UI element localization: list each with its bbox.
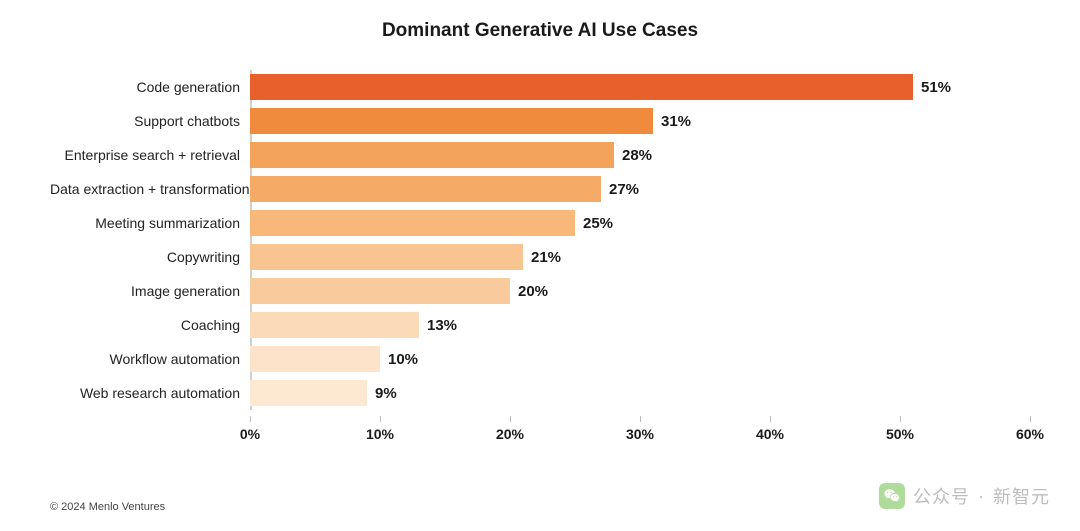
- bar-value-label: 9%: [375, 385, 397, 402]
- bar-plot-cell: 13%: [250, 308, 1030, 342]
- x-axis-tick: 60%: [1016, 416, 1044, 442]
- x-axis-spacer: [50, 416, 250, 446]
- y-axis-label: Copywriting: [50, 249, 250, 265]
- bar: 25%: [250, 210, 1030, 236]
- bar-rect: [250, 312, 419, 338]
- bar-plot-cell: 31%: [250, 104, 1030, 138]
- watermark-name: 新智元: [993, 483, 1050, 509]
- bar-row: Copywriting 21%: [50, 240, 1030, 274]
- x-axis-tick-label: 20%: [496, 426, 524, 442]
- y-axis-label: Enterprise search + retrieval: [50, 147, 250, 163]
- bar-value-label: 20%: [518, 283, 548, 300]
- bar-value-label: 51%: [921, 79, 951, 96]
- chart-area: Code generation 51% Support chatbots 31% Ent…: [50, 70, 1030, 446]
- x-axis-tick: 50%: [886, 416, 914, 442]
- bar-row: Coaching 13%: [50, 308, 1030, 342]
- x-axis-tick-mark: [640, 416, 641, 422]
- y-axis-label: Coaching: [50, 317, 250, 333]
- bar-plot-cell: 27%: [250, 172, 1030, 206]
- bar-rect: [250, 278, 510, 304]
- x-axis-tick-mark: [769, 416, 770, 422]
- bar-row: Workflow automation 10%: [50, 342, 1030, 376]
- x-axis-tick-mark: [1030, 416, 1031, 422]
- bar-value-label: 21%: [531, 249, 561, 266]
- y-axis-label: Meeting summarization: [50, 215, 250, 231]
- bar-plot-cell: 28%: [250, 138, 1030, 172]
- bar-value-label: 25%: [583, 215, 613, 232]
- x-axis-tick-label: 30%: [626, 426, 654, 442]
- bar-rect: [250, 108, 653, 134]
- x-axis-tick-label: 40%: [756, 426, 784, 442]
- x-axis-tick: 20%: [496, 416, 524, 442]
- bar-plot-cell: 9%: [250, 376, 1030, 410]
- bar-rect: [250, 244, 523, 270]
- x-axis-tick-mark: [900, 416, 901, 422]
- bar-rect: [250, 176, 601, 202]
- chart-container: Dominant Generative AI Use Cases Code ge…: [0, 0, 1080, 531]
- bar: 13%: [250, 312, 1030, 338]
- x-axis-tick-label: 50%: [886, 426, 914, 442]
- bar-plot-cell: 25%: [250, 206, 1030, 240]
- x-axis-tick: 40%: [756, 416, 784, 442]
- bar-value-label: 27%: [609, 181, 639, 198]
- bar-rows: Code generation 51% Support chatbots 31% Ent…: [50, 70, 1030, 410]
- bar: 21%: [250, 244, 1030, 270]
- bar-value-label: 31%: [661, 113, 691, 130]
- y-axis-label: Workflow automation: [50, 351, 250, 367]
- x-axis-tick-mark: [249, 416, 250, 422]
- bar: 9%: [250, 380, 1030, 406]
- x-axis: 0%10%20%30%40%50%60%: [50, 416, 1030, 446]
- bar: 51%: [250, 74, 1030, 100]
- y-axis-label: Support chatbots: [50, 113, 250, 129]
- bar-plot-cell: 20%: [250, 274, 1030, 308]
- y-axis-label: Code generation: [50, 79, 250, 95]
- footer-copyright: © 2024 Menlo Ventures: [50, 501, 165, 513]
- x-axis-tick: 0%: [240, 416, 260, 442]
- x-axis-tick-label: 0%: [240, 426, 260, 442]
- watermark-label: 公众号: [913, 483, 970, 509]
- bar-rect: [250, 210, 575, 236]
- bar-row: Web research automation 9%: [50, 376, 1030, 410]
- bar-plot-cell: 10%: [250, 342, 1030, 376]
- bar-row: Enterprise search + retrieval 28%: [50, 138, 1030, 172]
- y-axis-label: Web research automation: [50, 385, 250, 401]
- bar: 28%: [250, 142, 1030, 168]
- bar: 20%: [250, 278, 1030, 304]
- x-axis-plot: 0%10%20%30%40%50%60%: [250, 416, 1030, 446]
- watermark: 公众号 · 新智元: [879, 483, 1050, 509]
- x-axis-tick: 10%: [366, 416, 394, 442]
- watermark-separator: ·: [978, 486, 985, 507]
- bar-value-label: 13%: [427, 317, 457, 334]
- y-axis-label: Image generation: [50, 283, 250, 299]
- bar-row: Meeting summarization 25%: [50, 206, 1030, 240]
- chart-title: Dominant Generative AI Use Cases: [50, 20, 1030, 42]
- x-axis-tick-mark: [379, 416, 380, 422]
- bar-rect: [250, 74, 913, 100]
- bar-rect: [250, 142, 614, 168]
- bar-row: Data extraction + transformation 27%: [50, 172, 1030, 206]
- bar: 10%: [250, 346, 1030, 372]
- bar-plot-cell: 51%: [250, 70, 1030, 104]
- bar-plot-cell: 21%: [250, 240, 1030, 274]
- bar: 27%: [250, 176, 1030, 202]
- bar-rect: [250, 346, 380, 372]
- bar-row: Image generation 20%: [50, 274, 1030, 308]
- bar: 31%: [250, 108, 1030, 134]
- x-axis-tick-mark: [509, 416, 510, 422]
- x-axis-tick-label: 60%: [1016, 426, 1044, 442]
- bar-rect: [250, 380, 367, 406]
- wechat-icon: [879, 483, 905, 509]
- y-axis-label: Data extraction + transformation: [50, 181, 250, 197]
- x-axis-tick-label: 10%: [366, 426, 394, 442]
- x-axis-tick: 30%: [626, 416, 654, 442]
- bar-row: Support chatbots 31%: [50, 104, 1030, 138]
- bar-value-label: 28%: [622, 147, 652, 164]
- bar-row: Code generation 51%: [50, 70, 1030, 104]
- bar-value-label: 10%: [388, 351, 418, 368]
